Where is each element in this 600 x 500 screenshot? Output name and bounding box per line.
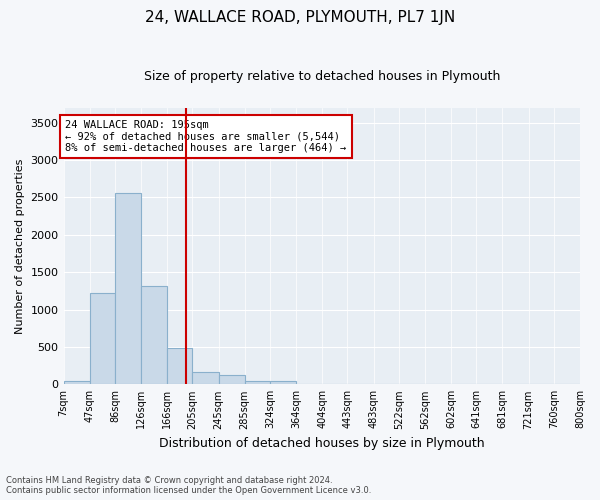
Bar: [245, 380, 270, 384]
Bar: [64, 380, 89, 384]
Bar: [218, 376, 245, 384]
Text: 24, WALLACE ROAD, PLYMOUTH, PL7 1JN: 24, WALLACE ROAD, PLYMOUTH, PL7 1JN: [145, 10, 455, 25]
Bar: [167, 348, 193, 385]
Y-axis label: Number of detached properties: Number of detached properties: [15, 158, 25, 334]
Bar: [115, 193, 141, 384]
Bar: [193, 372, 218, 384]
X-axis label: Distribution of detached houses by size in Plymouth: Distribution of detached houses by size …: [159, 437, 485, 450]
Title: Size of property relative to detached houses in Plymouth: Size of property relative to detached ho…: [143, 70, 500, 83]
Text: Contains HM Land Registry data © Crown copyright and database right 2024.
Contai: Contains HM Land Registry data © Crown c…: [6, 476, 371, 495]
Bar: [270, 380, 296, 384]
Text: 24 WALLACE ROAD: 195sqm
← 92% of detached houses are smaller (5,544)
8% of semi-: 24 WALLACE ROAD: 195sqm ← 92% of detache…: [65, 120, 347, 153]
Bar: [89, 293, 115, 384]
Bar: [141, 286, 167, 384]
